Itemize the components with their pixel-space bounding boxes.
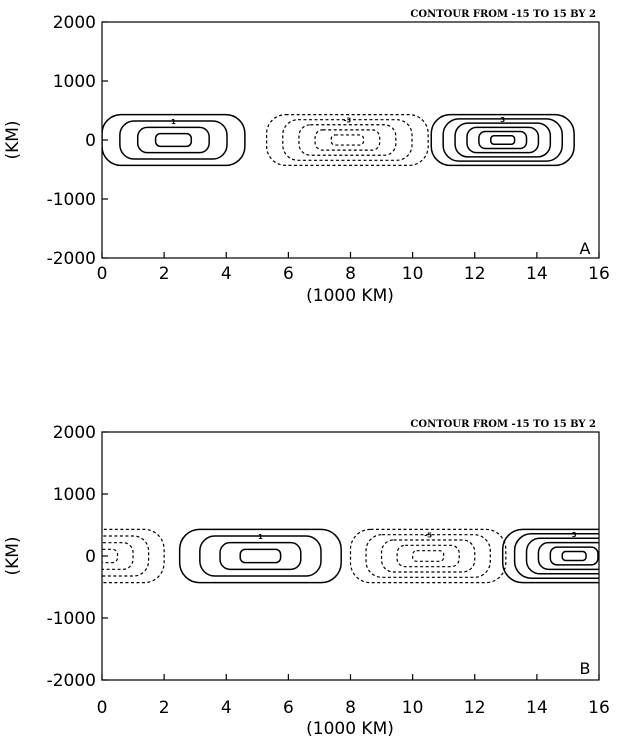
x-tick-label: 2 (159, 698, 170, 718)
contour-line (561, 550, 587, 562)
contour-line (454, 122, 552, 158)
y-tick-label: 1000 (53, 72, 96, 92)
y-tick-label: 1000 (53, 485, 96, 505)
contour-line (239, 548, 282, 564)
contour-line (396, 544, 460, 568)
y-tick-label: 0 (85, 547, 96, 567)
contour-line (525, 537, 599, 575)
x-tick-label: 6 (283, 698, 294, 718)
contour-line (298, 124, 397, 156)
contour-value-label: 3 (500, 116, 505, 124)
contour-value-label: 3 (572, 531, 577, 539)
contour-line (154, 132, 193, 148)
contour-line (102, 542, 134, 570)
y-axis-label: (KM) (3, 536, 23, 575)
positive-contour-cell: 1 (102, 113, 246, 167)
positive-contour-cell: 3 (501, 528, 599, 584)
contour-line (380, 539, 476, 573)
panel-label: B (580, 659, 591, 678)
y-tick-label: -1000 (47, 190, 96, 210)
panel-label: A (580, 239, 591, 258)
contour-line (442, 118, 563, 162)
y-tick-label: -2000 (47, 671, 96, 691)
negative-contour-cell (102, 528, 165, 584)
x-tick-label: 16 (588, 698, 610, 718)
contour-line (282, 119, 413, 161)
positive-contour-cell: 1 (178, 528, 342, 584)
positive-contour-cell: 3 (430, 113, 575, 167)
negative-contour-cell: -5 (349, 528, 507, 584)
y-tick-label: -2000 (47, 249, 96, 269)
y-axis-label: (KM) (3, 120, 23, 159)
contour-cells: 1 -5 3 (102, 528, 599, 584)
y-tick-label: -1000 (47, 609, 96, 629)
panel-a: CONTOUR FROM -15 TO 15 BY 2 (KM) (1000 K… (3, 9, 610, 306)
contour-line (199, 535, 322, 577)
contour-value-label: 1 (258, 533, 263, 541)
contour-line (513, 533, 599, 579)
x-tick-label: 4 (221, 264, 232, 284)
contour-line (537, 541, 599, 571)
contour-line (102, 528, 165, 584)
contour-line (119, 120, 228, 160)
contour-line (136, 126, 210, 154)
x-tick-label: 8 (345, 698, 356, 718)
x-tick-label: 14 (526, 264, 548, 284)
contour-line (266, 114, 429, 166)
contour-line (349, 528, 507, 584)
x-tick-label: 6 (283, 264, 294, 284)
x-tick-label: 8 (345, 264, 356, 284)
contour-line (102, 548, 119, 564)
x-axis-label: (1000 KM) (306, 286, 394, 306)
plot-frame (101, 431, 600, 681)
negative-contour-cell: -3 (266, 114, 429, 166)
x-axis-label: (1000 KM) (306, 719, 394, 739)
x-tick-label: 0 (97, 264, 108, 284)
contour-line (178, 528, 342, 584)
contour-note: CONTOUR FROM -15 TO 15 BY 2 (410, 419, 596, 430)
panel-b: CONTOUR FROM -15 TO 15 BY 2 (KM) (1000 K… (3, 419, 610, 739)
contour-line (412, 550, 445, 562)
x-tick-label: 4 (221, 698, 232, 718)
contour-note: CONTOUR FROM -15 TO 15 BY 2 (410, 9, 596, 20)
contour-line (330, 134, 365, 146)
y-tick-label: 2000 (53, 423, 96, 443)
contour-line (490, 135, 516, 145)
x-tick-label: 0 (97, 698, 108, 718)
contour-line (549, 546, 599, 566)
contour-value-label: -3 (344, 117, 352, 125)
contour-value-label: -5 (424, 532, 432, 540)
x-tick-label: 2 (159, 264, 170, 284)
contour-line (501, 528, 599, 584)
contour-value-label: 1 (171, 118, 176, 126)
y-tick-label: 2000 (53, 13, 96, 33)
x-tick-label: 10 (402, 698, 424, 718)
contour-line (219, 541, 302, 571)
x-tick-label: 14 (526, 698, 548, 718)
plot-frame (101, 21, 600, 259)
contour-line (365, 534, 491, 578)
contour-line (430, 113, 575, 167)
contour-cells: 1 -3 3 (102, 113, 575, 167)
y-tick-label: 0 (85, 131, 96, 151)
contour-line (466, 126, 540, 154)
axis-ticks: 0 2 4 6 8 10 12 14 16 -2000 -1000 0 1000 2000 (47, 423, 610, 718)
contour-line (478, 130, 528, 150)
x-tick-label: 12 (464, 264, 486, 284)
x-tick-label: 16 (588, 264, 610, 284)
contour-line (314, 129, 381, 151)
axis-ticks: 0 2 4 6 8 10 12 14 16 -2000 -1000 0 1000 2000 (47, 13, 610, 284)
contour-line (102, 113, 246, 167)
x-tick-label: 12 (464, 698, 486, 718)
x-tick-label: 10 (402, 264, 424, 284)
